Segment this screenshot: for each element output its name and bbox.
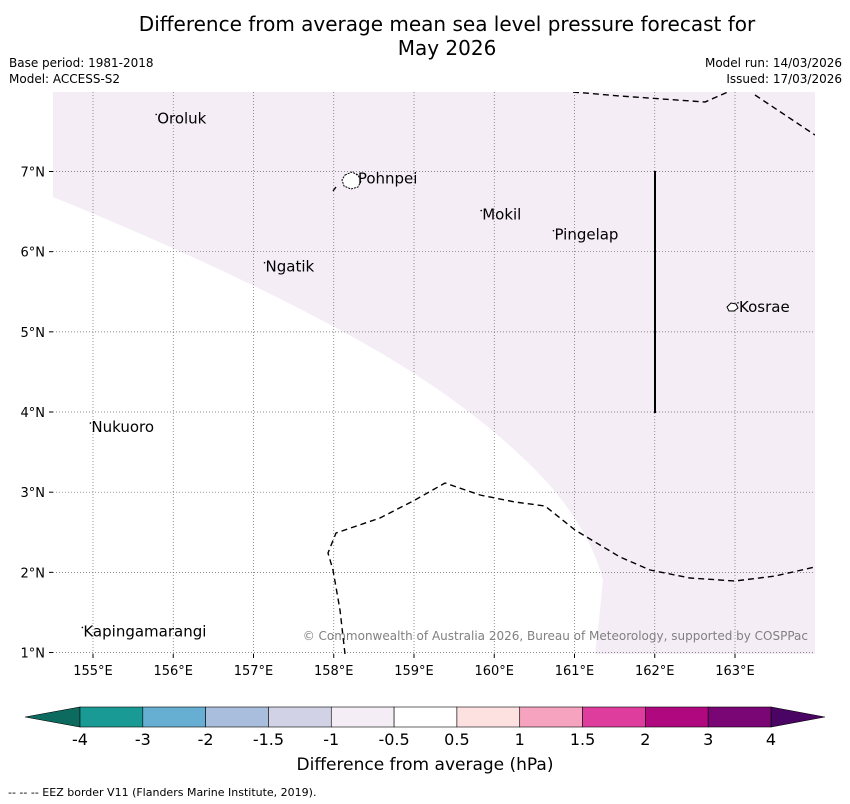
place-marker [552,229,555,232]
colorbar-segment [205,706,269,728]
colorbar-label: Difference from average (hPa) [296,755,554,775]
colorbar-tick-label: 1.5 [570,730,595,749]
lat-tick-label: 4°N [21,406,46,421]
place-marker [356,173,358,176]
colorbar-tick-label: -3 [135,730,151,749]
lon-tick-label: 155°E [73,664,113,679]
colorbar-tick-labels: -4 -3 -2 -1.5 -1 -0.5 0.5 1 1.5 2 3 4 [72,730,776,749]
place-label: Mokil [482,206,521,224]
lon-tick-label: 159°E [394,664,434,679]
latitude-ticks: 7°N 6°N 5°N 4°N 3°N 2°N 1°N [21,166,53,662]
colorbar-tick-label: -1 [323,730,339,749]
place-marker [263,261,266,264]
colorbar-segment [707,706,772,728]
footer-note: -- -- -- EEZ border V11 (Flanders Marine… [8,786,317,799]
colorbar-segment [456,706,521,728]
longitude-ticks: 155°E 156°E 157°E 158°E 159°E 160°E 161°E 162°E… [73,654,755,679]
eez-borders [327,92,815,654]
lon-tick-label: 156°E [153,664,193,679]
lat-tick-label: 1°N [21,647,46,662]
colorbar-tick-label: 0.5 [444,730,469,749]
lat-tick-label: 7°N [21,166,46,181]
lon-tick-label: 160°E [474,664,514,679]
colorbar: -4 -3 -2 -1.5 -1 -0.5 0.5 1 1.5 2 3 4 [24,706,826,749]
title-line-2: May 2026 [397,36,497,60]
colorbar-under-arrow [24,706,81,728]
colorbar-tick-label: 4 [766,730,776,749]
pohnpei-island [341,171,362,190]
colorbar-segment [645,706,709,728]
place-label: Ngatik [266,258,315,276]
colorbar-segment [582,706,646,728]
issued-date: Issued: 17/03/2026 [726,72,842,86]
colorbar-tick-label: -0.5 [378,730,409,749]
lat-tick-label: 5°N [21,326,46,341]
eez-border-north [572,92,815,136]
negative-anomaly-region [53,92,815,654]
lon-tick-label: 161°E [555,664,595,679]
place-marker [81,626,84,629]
colorbar-segment [79,706,144,728]
map-panel: Oroluk Pohnpei Mokil Pingelap Ngatik Kosrae Nu… [21,92,815,679]
lat-tick-label: 6°N [21,246,46,261]
meta-right: Model run: 14/03/2026 Issued: 17/03/2026 [705,55,842,87]
model-run: Model run: 14/03/2026 [704,56,842,70]
colorbar-tick-label: 1 [515,730,525,749]
eez-border-fragment [332,186,337,192]
colorbar-tick-label: 2 [640,730,650,749]
copyright-notice: © Commonwealth of Australia 2026, Bureau… [303,629,808,643]
place-labels: Oroluk Pohnpei Mokil Pingelap Ngatik Kosrae Nu… [81,109,790,640]
colorbar-tick-label: -4 [72,730,88,749]
lon-tick-label: 163°E [715,664,755,679]
place-label: Pohnpei [358,170,418,188]
lon-tick-label: 157°E [234,664,274,679]
place-label: Oroluk [157,109,206,127]
colorbar-tick-label: 3 [703,730,713,749]
colorbar-segment [268,706,332,728]
kosrae-island [726,302,739,312]
place-marker [155,113,157,116]
colorbar-segment [142,706,206,728]
chart-title: Difference from average mean sea level p… [0,12,850,60]
meta-left: Base period: 1981-2018 Model: ACCESS-S2 [9,55,154,87]
title-line-1: Difference from average mean sea level p… [138,12,756,36]
place-marker [737,301,739,304]
place-label: Kapingamarangi [83,622,206,640]
base-period: Base period: 1981-2018 [9,56,154,70]
colorbar-tick-label: -2 [198,730,214,749]
colorbar-segment [330,706,395,728]
colorbar-segments [24,706,826,728]
model-name: Model: ACCESS-S2 [9,72,121,86]
colorbar-over-arrow [770,706,826,728]
place-label: Pingelap [554,226,618,244]
colorbar-tick-label: -1.5 [253,730,284,749]
lat-tick-label: 3°N [21,486,46,501]
place-marker [89,422,92,424]
lat-tick-label: 2°N [21,566,46,581]
colorbar-segment [519,706,583,728]
place-label: Kosrae [739,298,790,316]
lon-tick-label: 162°E [635,664,675,679]
place-marker [480,209,483,212]
lon-tick-label: 158°E [314,664,354,679]
place-label: Nukuoro [91,418,154,436]
colorbar-segment [393,706,458,728]
